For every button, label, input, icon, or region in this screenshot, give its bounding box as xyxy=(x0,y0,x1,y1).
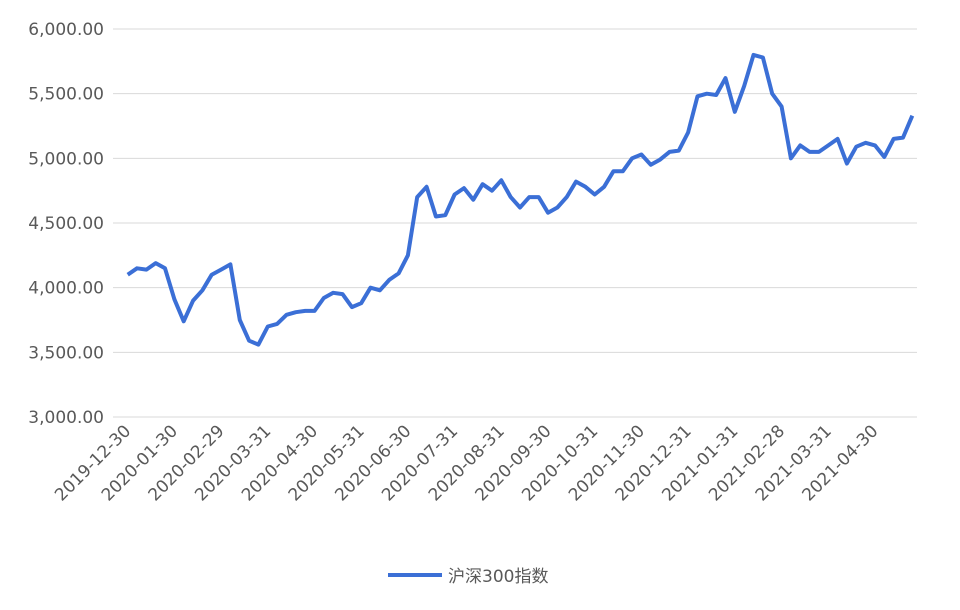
y-tick-label: 5,000.00 xyxy=(28,149,104,169)
y-tick-label: 4,500.00 xyxy=(28,214,104,234)
legend-label: 沪深300指数 xyxy=(448,567,548,587)
y-tick-label: 5,500.00 xyxy=(28,85,104,105)
data-line xyxy=(126,52,915,347)
y-tick-label: 3,000.00 xyxy=(28,408,104,428)
y-tick-label: 3,500.00 xyxy=(28,343,104,363)
y-tick-label: 4,000.00 xyxy=(28,279,104,299)
y-tick-label: 6,000.00 xyxy=(28,20,104,40)
